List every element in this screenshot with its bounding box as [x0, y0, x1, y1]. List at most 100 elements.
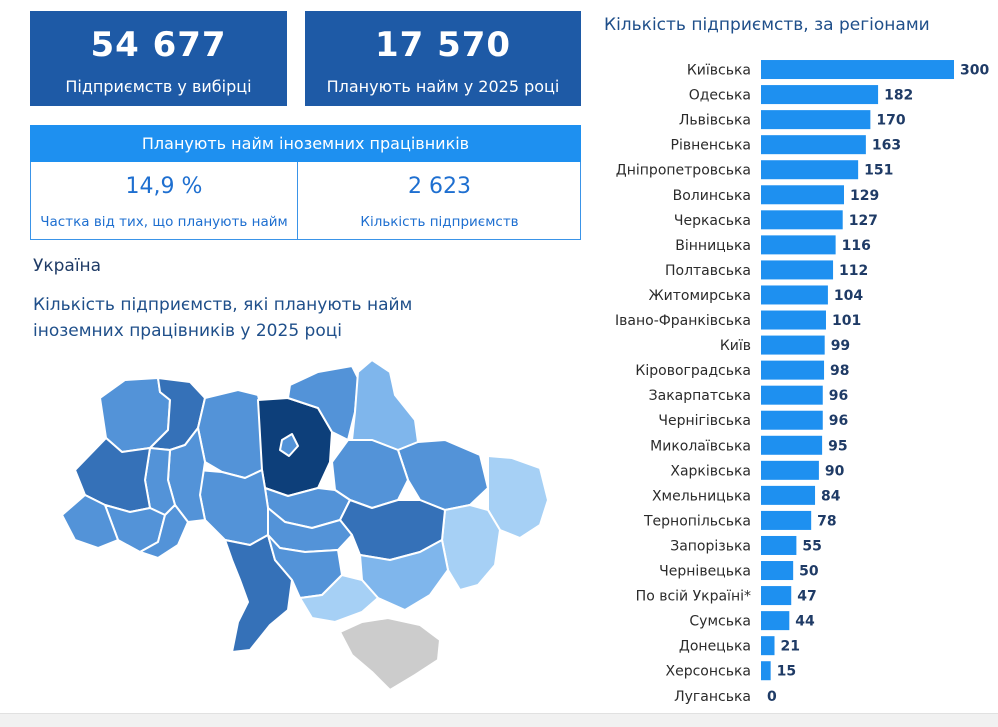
bar-category-label: Черкаська — [674, 213, 751, 229]
foreign-count-value: 2 623 — [408, 174, 471, 199]
bar-value-label: 78 — [817, 513, 836, 529]
ukraine-map — [61, 359, 549, 690]
bar-value-label: 182 — [884, 88, 913, 104]
map-region-kherson — [299, 574, 379, 623]
bar-category-label: Вінницька — [675, 238, 751, 254]
map-region-chernivtsi — [139, 504, 189, 559]
bar-value-label: 15 — [777, 664, 796, 680]
bar-value-label: 99 — [831, 338, 850, 354]
bar-value-label: 96 — [829, 388, 848, 404]
bar — [761, 60, 954, 80]
bar — [761, 410, 823, 430]
bar-category-label: Чернівецька — [659, 564, 751, 580]
map-title: Україна — [33, 256, 102, 276]
bar-value-label: 96 — [829, 413, 848, 429]
bar-value-label: 170 — [876, 113, 905, 129]
bar — [761, 535, 797, 555]
bar-value-label: 104 — [834, 288, 863, 304]
bar — [761, 110, 871, 130]
bar-category-label: Київська — [687, 63, 751, 79]
bar — [761, 435, 823, 455]
bar — [761, 636, 775, 656]
kpi-enterprises-sample-label: Підприємств у вибірці — [65, 77, 252, 96]
bar-category-label: Луганська — [674, 689, 751, 705]
bar — [761, 135, 866, 155]
map-region-zakarpattia — [61, 494, 119, 549]
kpi-planned-hiring-label: Планують найм у 2025 році — [326, 77, 560, 96]
bar-category-label: Львівська — [679, 113, 751, 129]
bar-value-label: 90 — [825, 463, 845, 479]
bar — [761, 485, 816, 505]
bar-category-label: Полтавська — [665, 263, 751, 279]
bar-category-label: Запорізька — [670, 538, 751, 554]
bar-value-label: 151 — [864, 163, 893, 179]
bar-category-label: Київ — [720, 338, 751, 354]
bar-category-label: Херсонська — [666, 664, 752, 680]
bar-category-label: Хмельницька — [652, 488, 751, 504]
foreign-hiring-header: Планують найм іноземних працівників — [30, 125, 581, 162]
bar-category-label: Волинська — [673, 188, 751, 204]
map-region-crimea — [339, 617, 441, 690]
bar-value-label: 129 — [850, 188, 879, 204]
bar-category-label: Івано-Франківська — [615, 313, 751, 329]
bar — [761, 661, 771, 681]
map-subtitle: Кількість підприємств, які планують найм… — [33, 295, 413, 341]
bar-value-label: 163 — [872, 138, 901, 154]
bar-category-label: Тернопільська — [643, 513, 751, 529]
foreign-count-cell: 2 623 Кількість підприємств — [298, 162, 581, 239]
bar-value-label: 98 — [830, 363, 849, 379]
bar-value-label: 84 — [821, 488, 841, 504]
bar-category-label: Чернігівська — [658, 413, 751, 429]
kpi-enterprises-sample: 54 677 Підприємств у вибірці — [30, 11, 287, 106]
bar — [761, 160, 859, 180]
bar-value-label: 47 — [797, 589, 816, 605]
kpi-planned-hiring: 17 570 Планують найм у 2025 році — [305, 11, 581, 106]
bottom-strip — [0, 713, 998, 727]
bar-category-label: Сумська — [689, 614, 751, 630]
map-region-kyiv-city — [279, 433, 299, 457]
bar-value-label: 50 — [799, 564, 819, 580]
bar — [761, 611, 790, 631]
bar-category-label: Харківська — [670, 463, 751, 479]
kpi-planned-hiring-value: 17 570 — [374, 25, 512, 65]
foreign-share-value: 14,9 % — [125, 174, 203, 199]
bar — [761, 85, 879, 105]
bar — [761, 335, 825, 355]
map-region-luhansk — [487, 455, 549, 539]
bar — [761, 310, 826, 330]
bar-value-label: 0 — [767, 689, 777, 705]
bar — [761, 561, 794, 581]
bar — [761, 185, 844, 205]
bar — [761, 285, 828, 305]
bar — [761, 360, 825, 380]
bar — [761, 586, 792, 606]
bar-category-label: По всій Україні* — [636, 589, 751, 605]
bar — [761, 235, 836, 255]
foreign-share-label: Частка від тих, що планують найм — [40, 214, 288, 230]
foreign-hiring-box: 14,9 % Частка від тих, що планують найм … — [30, 162, 581, 240]
bar-category-label: Дніпропетровська — [616, 163, 751, 179]
kpi-enterprises-sample-value: 54 677 — [90, 25, 227, 65]
bar-category-label: Одеська — [689, 88, 751, 104]
bar-category-label: Миколаївська — [650, 438, 751, 454]
bar-category-label: Донецька — [679, 639, 751, 655]
bar — [761, 260, 834, 280]
foreign-share-cell: 14,9 % Частка від тих, що планують найм — [31, 162, 297, 239]
bar — [761, 385, 823, 405]
bar — [761, 460, 819, 480]
bar-value-label: 101 — [832, 313, 861, 329]
bar-category-label: Житомирська — [649, 288, 751, 304]
bar-value-label: 55 — [802, 538, 821, 554]
bar-value-label: 112 — [839, 263, 868, 279]
foreign-count-label: Кількість підприємств — [360, 214, 519, 230]
bar-category-label: Рівненська — [671, 138, 752, 154]
bar-value-label: 116 — [842, 238, 871, 254]
bar-value-label: 127 — [849, 213, 878, 229]
bar-value-label: 95 — [828, 438, 847, 454]
chart-title: Кількість підприємств, за регіонами — [604, 15, 930, 35]
bar-category-label: Закарпатська — [649, 388, 751, 404]
bar-value-label: 44 — [795, 614, 815, 630]
bar-value-label: 300 — [960, 63, 989, 79]
foreign-divider — [297, 162, 298, 239]
